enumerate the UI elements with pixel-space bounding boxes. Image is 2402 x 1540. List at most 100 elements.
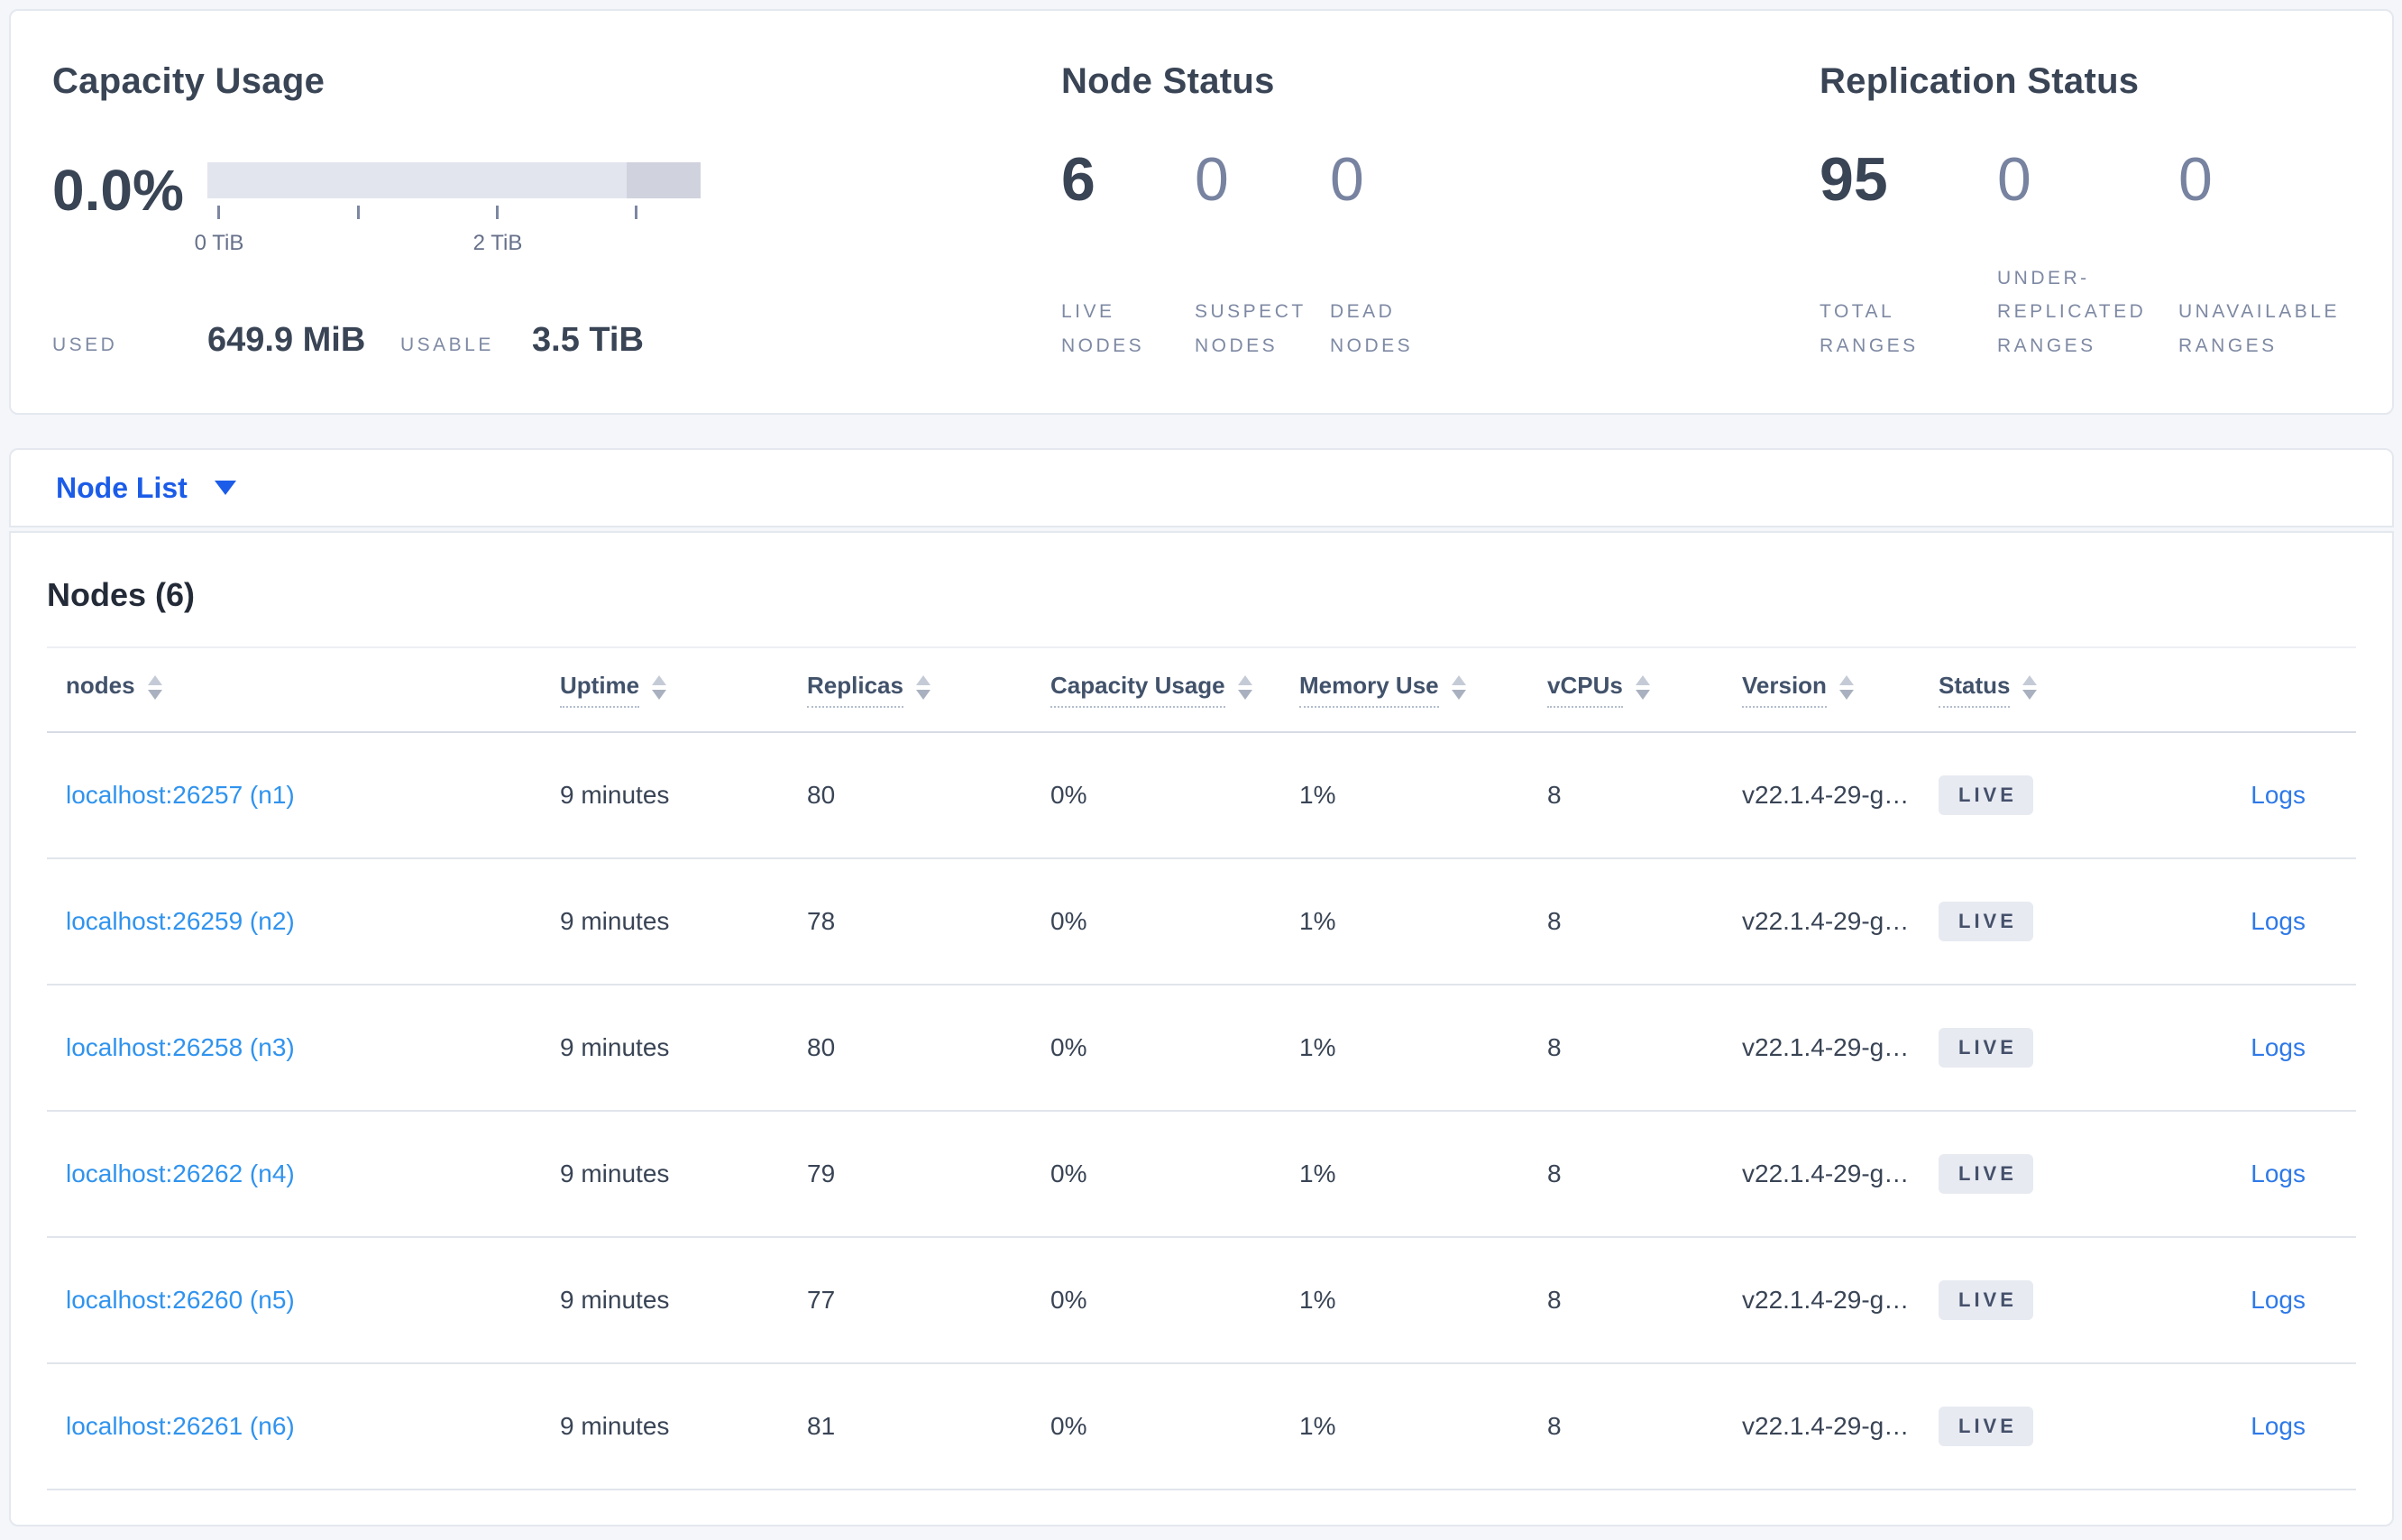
- capacity-axis-tick: [496, 206, 499, 219]
- sort-icon: [1451, 674, 1466, 700]
- under-replicated-ranges-label: UNDER-REPLICATED RANGES: [1997, 267, 2147, 356]
- capacity-bar-reserved-segment: [627, 162, 701, 198]
- sort-icon: [652, 674, 667, 700]
- capacity-meta-row: USED 649.9 MiB USABLE 3.5 TiB: [52, 321, 644, 360]
- capacity-usage-cell: 0%: [1050, 1412, 1087, 1440]
- replication-status-title: Replication Status: [1820, 61, 2140, 101]
- column-header-status[interactable]: Status: [1939, 672, 2137, 708]
- capacity-usage-title: Capacity Usage: [52, 61, 325, 101]
- usable-label: USABLE: [400, 335, 494, 355]
- column-header-replicas[interactable]: Replicas: [807, 672, 1050, 708]
- version-cell: v22.1.4-29-g…: [1742, 1160, 1910, 1187]
- title-divider: [47, 646, 2356, 648]
- nodes-table-title: Nodes (6): [47, 576, 196, 613]
- dead-nodes-stat: 0 DEAD NODES: [1330, 146, 1465, 362]
- column-header-vcpus[interactable]: vCPUs: [1547, 672, 1742, 708]
- uptime-cell: 9 minutes: [560, 1412, 670, 1440]
- uptime-cell: 9 minutes: [560, 1160, 670, 1187]
- node-status-stats: 6 LIVE NODES 0 SUSPECT NODES 0 DEAD NODE…: [1061, 146, 1465, 362]
- node-address-link[interactable]: localhost:26259 (n2): [66, 907, 295, 935]
- live-nodes-label: LIVE NODES: [1061, 301, 1145, 356]
- column-header-version[interactable]: Version: [1742, 672, 1939, 708]
- node-address-link[interactable]: localhost:26261 (n6): [66, 1412, 295, 1440]
- uptime-cell: 9 minutes: [560, 1286, 670, 1314]
- live-nodes-stat: 6 LIVE NODES: [1061, 146, 1195, 362]
- memory-use-cell: 1%: [1299, 781, 1336, 809]
- logs-link[interactable]: Logs: [2251, 1033, 2306, 1061]
- capacity-usage-cell: 0%: [1050, 1160, 1087, 1187]
- capacity-axis-tick: [357, 206, 360, 219]
- live-nodes-value: 6: [1061, 145, 1096, 214]
- logs-link[interactable]: Logs: [2251, 907, 2306, 935]
- uptime-cell: 9 minutes: [560, 907, 670, 935]
- table-row: localhost:26258 (n3) 9 minutes 80 0% 1% …: [47, 985, 2356, 1112]
- column-header-uptime[interactable]: Uptime: [560, 672, 807, 708]
- vcpus-cell: 8: [1547, 1033, 1562, 1061]
- dead-nodes-value: 0: [1330, 145, 1364, 214]
- capacity-axis-label-0: 0 TiB: [194, 231, 244, 255]
- memory-use-cell: 1%: [1299, 907, 1336, 935]
- sort-icon: [1838, 674, 1854, 700]
- capacity-axis-tick: [635, 206, 637, 219]
- chevron-down-icon: [214, 481, 236, 495]
- version-cell: v22.1.4-29-g…: [1742, 1033, 1910, 1061]
- replicas-cell: 79: [807, 1160, 836, 1187]
- unavailable-ranges-value: 0: [2178, 145, 2213, 214]
- unavailable-ranges-stat: 0 UNAVAILABLE RANGES: [2178, 146, 2359, 362]
- version-cell: v22.1.4-29-g…: [1742, 1412, 1910, 1440]
- table-header-row: nodes Uptime Replicas Capacity Usage Mem…: [47, 648, 2356, 733]
- logs-link[interactable]: Logs: [2251, 1160, 2306, 1187]
- table-row: localhost:26257 (n1) 9 minutes 80 0% 1% …: [47, 733, 2356, 859]
- replicas-cell: 77: [807, 1286, 836, 1314]
- memory-use-cell: 1%: [1299, 1160, 1336, 1187]
- node-status-title: Node Status: [1061, 61, 1275, 101]
- vcpus-cell: 8: [1547, 907, 1562, 935]
- column-header-nodes[interactable]: nodes: [47, 672, 560, 708]
- node-address-link[interactable]: localhost:26260 (n5): [66, 1286, 295, 1314]
- node-list-dropdown-label: Node List: [56, 471, 188, 504]
- status-badge: LIVE: [1939, 1028, 2033, 1068]
- replicas-cell: 80: [807, 1033, 836, 1061]
- usable-value: 3.5 TiB: [532, 321, 644, 359]
- nodes-table-card: Nodes (6) nodes Uptime Replicas Capacity…: [9, 531, 2394, 1526]
- logs-link[interactable]: Logs: [2251, 781, 2306, 809]
- capacity-usage-cell: 0%: [1050, 907, 1087, 935]
- total-ranges-value: 95: [1820, 145, 1888, 214]
- vcpus-cell: 8: [1547, 781, 1562, 809]
- view-selector-bar: Node List: [9, 448, 2394, 527]
- node-address-link[interactable]: localhost:26262 (n4): [66, 1160, 295, 1187]
- sort-icon: [1635, 674, 1650, 700]
- status-badge: LIVE: [1939, 902, 2033, 941]
- table-body: localhost:26257 (n1) 9 minutes 80 0% 1% …: [47, 733, 2356, 1490]
- replicas-cell: 80: [807, 781, 836, 809]
- vcpus-cell: 8: [1547, 1286, 1562, 1314]
- node-address-link[interactable]: localhost:26258 (n3): [66, 1033, 295, 1061]
- node-list-dropdown[interactable]: Node List: [56, 472, 236, 505]
- memory-use-cell: 1%: [1299, 1412, 1336, 1440]
- table-row: localhost:26259 (n2) 9 minutes 78 0% 1% …: [47, 859, 2356, 985]
- vcpus-cell: 8: [1547, 1412, 1562, 1440]
- capacity-percent: 0.0%: [52, 158, 184, 223]
- replicas-cell: 78: [807, 907, 836, 935]
- capacity-usage-cell: 0%: [1050, 781, 1087, 809]
- under-replicated-ranges-value: 0: [1997, 145, 2031, 214]
- unavailable-ranges-label: UNAVAILABLE RANGES: [2178, 301, 2340, 356]
- capacity-usage-cell: 0%: [1050, 1033, 1087, 1061]
- table-row: localhost:26261 (n6) 9 minutes 81 0% 1% …: [47, 1364, 2356, 1490]
- status-badge: LIVE: [1939, 1407, 2033, 1446]
- column-header-memory-use[interactable]: Memory Use: [1299, 672, 1547, 708]
- version-cell: v22.1.4-29-g…: [1742, 1286, 1910, 1314]
- column-header-capacity-usage[interactable]: Capacity Usage: [1050, 672, 1299, 708]
- sort-icon: [1237, 674, 1252, 700]
- logs-link[interactable]: Logs: [2251, 1286, 2306, 1314]
- node-address-link[interactable]: localhost:26257 (n1): [66, 781, 295, 809]
- memory-use-cell: 1%: [1299, 1286, 1336, 1314]
- version-cell: v22.1.4-29-g…: [1742, 907, 1910, 935]
- used-label: USED: [52, 335, 118, 355]
- uptime-cell: 9 minutes: [560, 781, 670, 809]
- total-ranges-stat: 95 TOTAL RANGES: [1820, 146, 1997, 362]
- logs-link[interactable]: Logs: [2251, 1412, 2306, 1440]
- replication-status-stats: 95 TOTAL RANGES 0 UNDER-REPLICATED RANGE…: [1820, 146, 2359, 362]
- table-row: localhost:26260 (n5) 9 minutes 77 0% 1% …: [47, 1238, 2356, 1364]
- replicas-cell: 81: [807, 1412, 836, 1440]
